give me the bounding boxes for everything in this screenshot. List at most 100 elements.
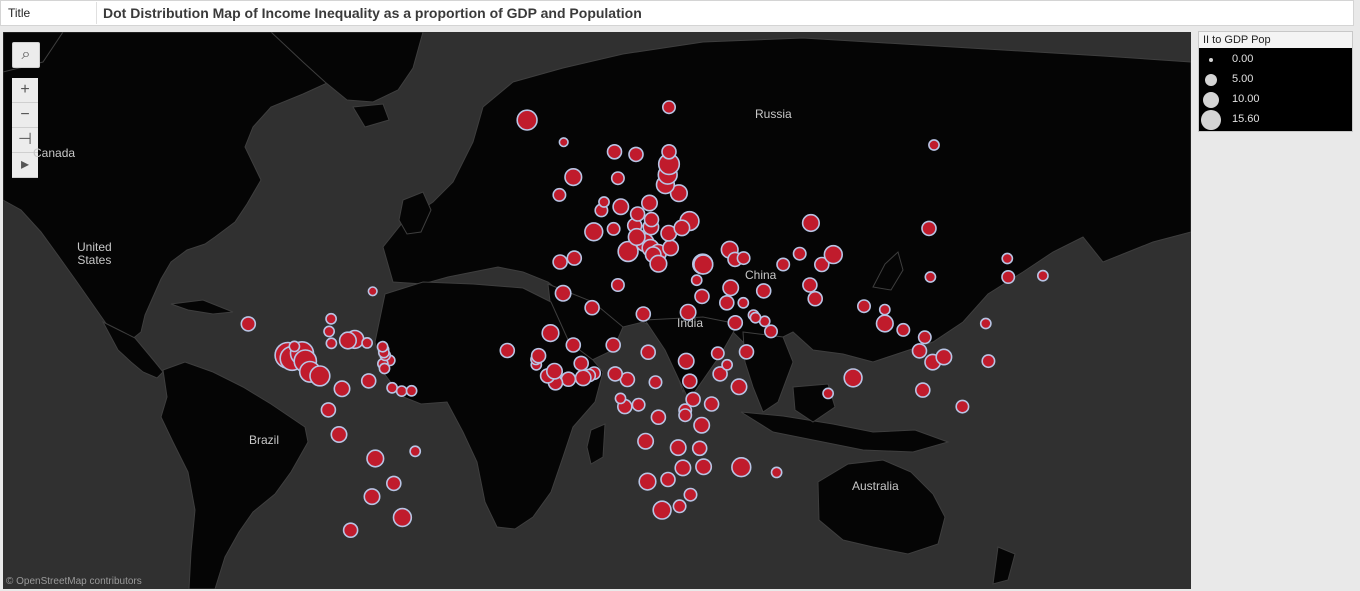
data-dot[interactable] — [288, 340, 301, 353]
data-dot[interactable] — [605, 337, 622, 353]
data-dot[interactable] — [763, 324, 778, 339]
data-dot[interactable] — [565, 337, 582, 353]
data-dot[interactable] — [650, 409, 667, 426]
data-dot[interactable] — [516, 109, 538, 131]
data-dot[interactable] — [342, 522, 359, 539]
data-dot[interactable] — [637, 432, 655, 450]
data-dot[interactable] — [727, 314, 744, 331]
data-dot[interactable] — [921, 220, 937, 237]
data-dot[interactable] — [807, 290, 824, 307]
data-dot[interactable] — [392, 507, 413, 528]
data-dot[interactable] — [338, 331, 358, 350]
data-dot[interactable] — [325, 337, 338, 350]
data-dot[interactable] — [360, 373, 377, 389]
data-dot[interactable] — [395, 385, 408, 397]
data-dot[interactable] — [376, 340, 389, 353]
data-dot[interactable] — [730, 378, 748, 396]
data-dot[interactable] — [385, 475, 402, 492]
data-dot[interactable] — [660, 471, 676, 488]
data-dot[interactable] — [672, 499, 687, 514]
zoom-in-button[interactable]: + — [12, 78, 38, 103]
data-dot[interactable] — [703, 396, 720, 412]
data-dot[interactable] — [573, 355, 590, 372]
data-dot[interactable] — [917, 330, 932, 345]
data-dot[interactable] — [584, 222, 604, 242]
data-dot[interactable] — [731, 457, 752, 478]
data-dot[interactable] — [367, 286, 378, 297]
data-dot[interactable] — [1037, 269, 1049, 282]
data-dot[interactable] — [649, 254, 668, 273]
data-dot[interactable] — [1001, 252, 1014, 265]
data-dot[interactable] — [721, 358, 733, 371]
data-dot[interactable] — [606, 221, 621, 236]
data-dot[interactable] — [640, 344, 657, 361]
data-dot[interactable] — [361, 336, 373, 349]
data-dot[interactable] — [878, 303, 891, 316]
data-dot[interactable] — [545, 362, 563, 380]
data-dot[interactable] — [693, 254, 714, 275]
data-dot[interactable] — [640, 194, 658, 212]
data-dot[interactable] — [320, 402, 337, 418]
data-dot[interactable] — [722, 279, 740, 297]
data-dot[interactable] — [695, 458, 713, 476]
data-dot[interactable] — [896, 322, 911, 337]
data-dot[interactable] — [564, 168, 583, 187]
data-dot[interactable] — [710, 346, 725, 361]
data-dot[interactable] — [813, 256, 830, 273]
expand-arrow-icon[interactable]: ▸ — [12, 153, 38, 178]
data-dot[interactable] — [924, 271, 937, 283]
data-dot[interactable] — [694, 288, 710, 305]
data-dot[interactable] — [325, 312, 337, 325]
data-dot[interactable] — [856, 299, 871, 314]
data-dot[interactable] — [736, 251, 751, 266]
data-dot[interactable] — [935, 348, 953, 366]
data-dot[interactable] — [823, 244, 843, 265]
map-attribution[interactable]: © OpenStreetMap contributors — [6, 576, 142, 587]
data-dot[interactable] — [712, 366, 728, 382]
data-dot[interactable] — [662, 239, 680, 257]
data-dot[interactable] — [566, 250, 583, 266]
data-dot[interactable] — [801, 213, 821, 233]
data-dot[interactable] — [574, 369, 592, 387]
data-dot[interactable] — [405, 384, 418, 397]
world-map[interactable] — [3, 32, 1191, 589]
data-dot[interactable] — [614, 392, 627, 405]
data-dot[interactable] — [309, 365, 331, 387]
data-dot[interactable] — [875, 314, 894, 333]
pin-icon[interactable]: ⊣ — [12, 128, 38, 153]
data-dot[interactable] — [737, 296, 750, 309]
data-dot[interactable] — [674, 459, 692, 477]
data-dot[interactable] — [652, 500, 672, 520]
data-dot[interactable] — [770, 466, 783, 479]
data-dot[interactable] — [627, 227, 646, 247]
data-dot[interactable] — [607, 366, 624, 382]
data-dot[interactable] — [610, 171, 625, 186]
data-dot[interactable] — [541, 324, 560, 343]
search-icon[interactable]: ⌕ — [12, 42, 40, 68]
data-dot[interactable] — [643, 211, 660, 228]
data-dot[interactable] — [792, 246, 807, 261]
data-dot[interactable] — [366, 449, 385, 468]
data-dot[interactable] — [584, 299, 600, 316]
data-dot[interactable] — [802, 277, 818, 293]
data-dot[interactable] — [679, 303, 697, 321]
data-dot[interactable] — [677, 352, 695, 370]
data-dot[interactable] — [755, 283, 772, 299]
data-dot[interactable] — [363, 488, 381, 506]
data-dot[interactable] — [323, 325, 335, 338]
data-dot[interactable] — [673, 219, 691, 237]
data-dot[interactable] — [617, 240, 639, 263]
data-dot[interactable] — [678, 408, 693, 423]
data-dot[interactable] — [718, 294, 735, 311]
data-dot[interactable] — [928, 139, 940, 151]
data-dot[interactable] — [628, 146, 644, 163]
data-dot[interactable] — [552, 187, 567, 202]
data-dot[interactable] — [749, 311, 762, 324]
data-dot[interactable] — [530, 347, 547, 364]
data-dot[interactable] — [911, 343, 928, 359]
data-dot[interactable] — [661, 100, 676, 115]
data-dot[interactable] — [610, 278, 625, 293]
data-dot[interactable] — [386, 381, 398, 394]
data-dot[interactable] — [690, 274, 703, 287]
data-dot[interactable] — [635, 306, 652, 322]
